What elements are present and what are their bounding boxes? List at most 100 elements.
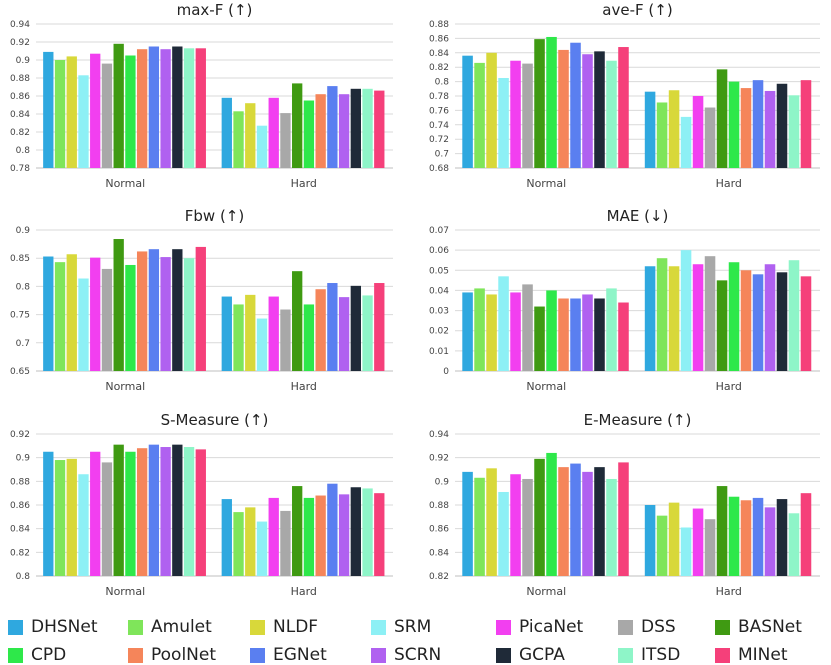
bar: [546, 36, 557, 169]
bar: [292, 83, 303, 168]
bar: [160, 447, 171, 576]
bar: [606, 478, 617, 576]
bar: [195, 246, 206, 371]
bar: [680, 116, 692, 168]
bar: [43, 451, 54, 576]
y-tick-label: 0.92: [429, 454, 449, 464]
x-tick-label: Hard: [716, 177, 742, 190]
bar: [303, 100, 315, 168]
bar: [510, 474, 521, 576]
y-tick-label: 0.7: [16, 339, 30, 349]
y-tick-label: 0.78: [10, 164, 30, 174]
bar: [221, 499, 232, 576]
bar: [148, 444, 160, 576]
y-tick-label: 0.86: [10, 501, 30, 511]
bar: [486, 468, 497, 576]
bar: [680, 250, 692, 371]
y-tick-label: 0.86: [10, 92, 30, 102]
bar: [656, 102, 668, 168]
bar: [776, 83, 788, 168]
bar: [668, 502, 680, 576]
x-tick-label: Normal: [526, 585, 566, 598]
y-tick-label: 0.86: [429, 34, 449, 44]
y-tick-label: 0.84: [10, 110, 30, 120]
bar: [315, 94, 326, 168]
bar: [486, 52, 497, 168]
bar: [510, 60, 521, 168]
chart-panel: 0.68 0.7 0.72 0.74 0.76 0.78 0.8 0.82 0.84 0.86 0.…: [429, 1, 820, 190]
bar: [327, 283, 338, 371]
bar: [101, 268, 113, 371]
bar: [522, 63, 533, 168]
bar: [160, 257, 171, 371]
bar: [606, 288, 617, 371]
y-tick-label: 0.82: [10, 548, 30, 558]
bar: [183, 48, 195, 168]
y-tick-label: 0.05: [429, 266, 449, 276]
x-tick-label: Normal: [526, 380, 566, 393]
bar: [338, 494, 350, 576]
y-tick-label: 0.88: [429, 501, 449, 511]
bar: [66, 254, 77, 371]
x-tick-label: Normal: [105, 177, 145, 190]
x-tick-label: Normal: [526, 177, 566, 190]
bar: [570, 463, 581, 576]
bar: [78, 474, 89, 576]
bar: [66, 56, 77, 168]
bar: [183, 258, 195, 371]
bar: [160, 49, 171, 169]
bar: [183, 447, 195, 576]
bar: [716, 280, 728, 371]
y-tick-label: 0.92: [10, 38, 30, 48]
bar: [292, 486, 303, 576]
bar: [78, 278, 89, 371]
bar: [256, 521, 268, 576]
bar: [374, 90, 385, 168]
y-tick-label: 0.82: [429, 63, 449, 73]
x-tick-label: Hard: [716, 380, 742, 393]
y-tick-label: 0.8: [16, 572, 31, 582]
y-tick-label: 0.72: [429, 135, 449, 145]
bar: [245, 507, 256, 576]
y-tick-label: 0.94: [429, 430, 449, 440]
bar: [618, 47, 629, 168]
bar: [498, 276, 509, 371]
bar: [656, 515, 668, 576]
bar: [594, 51, 605, 168]
bar: [303, 497, 315, 576]
bar: [728, 496, 740, 576]
bar: [474, 62, 485, 168]
bar: [534, 39, 545, 169]
y-tick-label: 0.8: [435, 78, 450, 88]
bar: [221, 296, 232, 371]
bar: [704, 519, 716, 576]
bar: [740, 500, 752, 576]
bar: [776, 499, 788, 576]
bar: [522, 284, 533, 371]
bar: [90, 53, 101, 169]
bar: [752, 80, 764, 168]
y-tick-label: 0.84: [429, 49, 449, 59]
bar: [668, 90, 680, 168]
bar: [54, 460, 66, 576]
bar: [195, 48, 206, 168]
chart-title: S-Measure (↑): [161, 411, 269, 429]
bar: [338, 94, 350, 168]
y-tick-label: 0.84: [429, 548, 449, 558]
bar: [800, 80, 812, 168]
bar: [256, 318, 268, 371]
bar: [728, 262, 740, 371]
y-tick-label: 0.88: [429, 20, 449, 30]
bar: [125, 55, 136, 168]
bar: [362, 295, 373, 371]
bar: [594, 467, 605, 576]
bar: [327, 86, 338, 168]
bar: [280, 510, 291, 576]
bar: [510, 292, 521, 371]
y-tick-label: 0.9: [16, 454, 31, 464]
bar: [558, 49, 569, 168]
bar: [136, 251, 148, 371]
bar: [704, 256, 716, 371]
bar: [498, 78, 509, 168]
bar: [350, 487, 361, 576]
